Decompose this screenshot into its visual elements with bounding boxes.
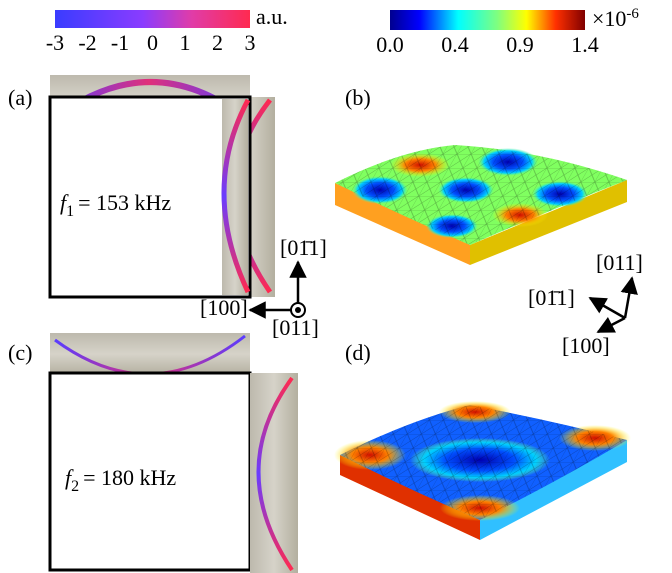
axis-arrow bbox=[590, 298, 625, 318]
axis-label: [01̄1] bbox=[528, 285, 575, 310]
unit: ×10 bbox=[592, 6, 626, 31]
colorbar-tick-label: 1.4 bbox=[571, 32, 599, 57]
colorbar-tick-label: 2 bbox=[212, 30, 223, 55]
panel-label: (b) bbox=[345, 85, 371, 110]
colorbar-tick-label: -3 bbox=[46, 30, 64, 55]
colorbar-unit: ×10-6 bbox=[592, 6, 639, 31]
axis-label: [100] bbox=[562, 333, 610, 358]
subscript: 2 bbox=[71, 478, 79, 495]
colorbar-tick-label: 3 bbox=[245, 30, 256, 55]
subscript: 1 bbox=[66, 203, 74, 220]
axis-arrow bbox=[625, 278, 632, 318]
figure: -3-2-10123 a.u. 0.00.40.91.4 ×10-6 (a) f… bbox=[0, 0, 672, 573]
text: = 153 kHz bbox=[78, 190, 171, 215]
colorbar-tick-label: 0.0 bbox=[376, 32, 404, 57]
colorbar-tick-label: -2 bbox=[78, 30, 96, 55]
panel-label: (c) bbox=[8, 340, 32, 365]
axis-label: [01̄1] bbox=[280, 235, 327, 260]
axis-label: [011] bbox=[596, 250, 643, 275]
axis-label: [011] bbox=[272, 315, 319, 340]
colorbar-tick-label: 1 bbox=[180, 30, 191, 55]
amplitude-colorbar bbox=[390, 10, 585, 30]
panel-label: (d) bbox=[345, 340, 371, 365]
axis-label: [100] bbox=[200, 295, 248, 320]
colorbar-tick-label: 0 bbox=[147, 30, 158, 55]
text: = 180 kHz bbox=[83, 465, 176, 490]
colorbar-tick-label: 0.9 bbox=[506, 32, 534, 57]
plate-3d bbox=[334, 401, 631, 540]
colorbar-unit: a.u. bbox=[256, 4, 288, 29]
axis-arrow bbox=[598, 318, 625, 332]
colorbar-tick-label: 0.4 bbox=[441, 32, 469, 57]
panel-label: (a) bbox=[8, 85, 32, 110]
axis-out-dot bbox=[295, 307, 301, 313]
exponent: -6 bbox=[626, 6, 639, 22]
colorbar-tick-label: -1 bbox=[111, 30, 129, 55]
phase-colorbar bbox=[55, 10, 250, 28]
amplitude-colorbar-ticks: 0.0 0.4 0.9 1.4 bbox=[376, 32, 599, 57]
plate-3d bbox=[335, 145, 627, 265]
